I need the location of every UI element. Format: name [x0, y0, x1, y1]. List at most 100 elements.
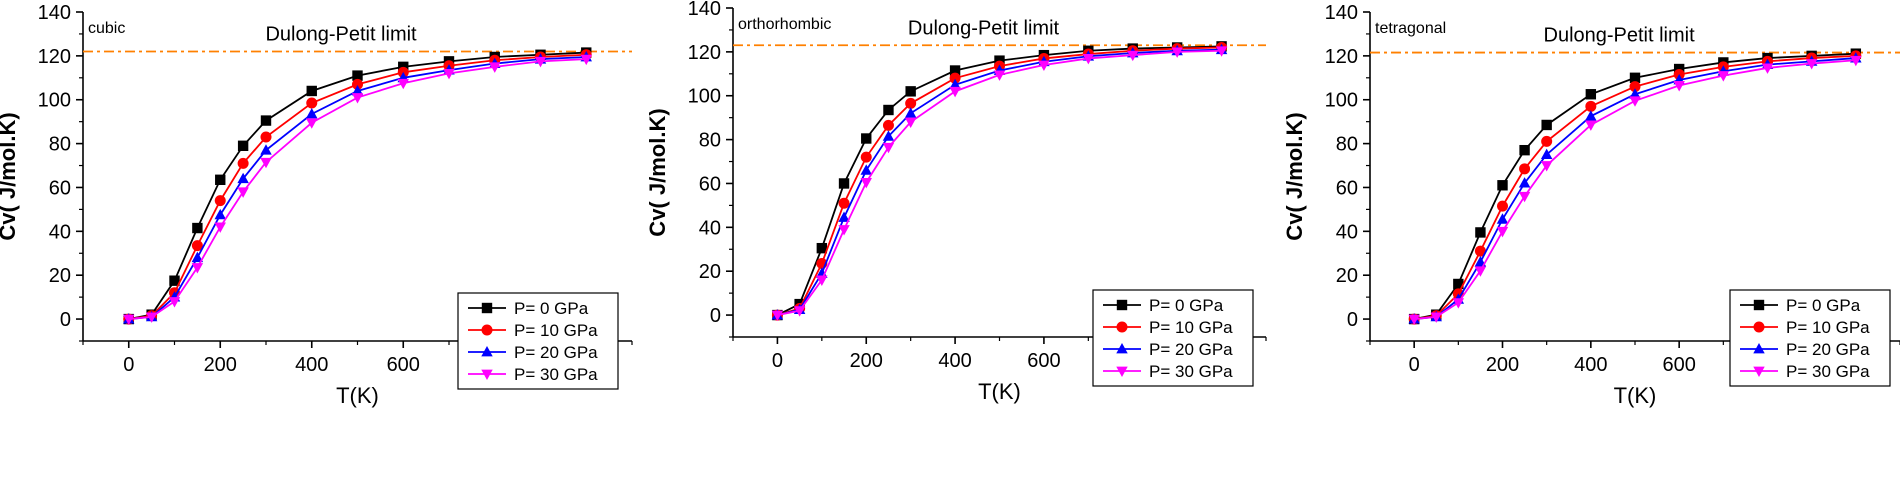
series-line	[777, 49, 1222, 316]
data-point	[949, 86, 961, 98]
y-tick-label: 120	[688, 42, 721, 64]
series-line	[128, 56, 587, 320]
series-line	[128, 53, 587, 320]
series-line	[777, 48, 1222, 316]
series-line	[1414, 57, 1856, 320]
dulong-petit-label: Dulong-Petit limit	[908, 17, 1060, 39]
legend-marker	[1116, 366, 1128, 377]
legend-label: P= 0 GPa	[1786, 296, 1861, 315]
data-point	[1452, 298, 1465, 309]
data-point	[306, 118, 318, 129]
y-tick-label: 60	[699, 173, 721, 195]
data-point	[1585, 110, 1597, 121]
data-point	[816, 275, 828, 286]
data-point	[351, 84, 364, 96]
y-tick-label: 100	[688, 86, 721, 108]
data-point	[882, 119, 894, 131]
y-tick-label: 100	[38, 90, 71, 112]
dulong-petit-label: Dulong-Petit limit	[1544, 25, 1696, 47]
y-axis-title: Cv( J/mol.K)	[1282, 112, 1307, 240]
data-point	[1629, 72, 1641, 83]
data-point	[949, 78, 961, 90]
chart-panel-orthorhombic: 02040608010012014002004006008001000T(K)C…	[645, 0, 1267, 404]
data-point	[883, 104, 894, 116]
data-point	[861, 133, 872, 144]
legend: P= 0 GPa P= 10 GPa P= 20 GPa P= 30 GPa	[457, 292, 619, 390]
series-line	[1414, 54, 1856, 320]
y-tick-label: 80	[1336, 134, 1358, 156]
data-point	[1127, 50, 1139, 62]
data-point	[352, 70, 363, 81]
series-P= 30 GPa	[1408, 55, 1862, 326]
data-point	[534, 56, 547, 68]
y-tick-label: 40	[49, 221, 71, 243]
series-P= 30 GPa	[123, 54, 592, 326]
data-point	[237, 157, 249, 169]
data-point	[580, 54, 592, 66]
data-point	[905, 97, 917, 109]
series-line	[1413, 52, 1856, 320]
data-point	[1171, 47, 1183, 58]
y-tick-label: 0	[1347, 309, 1358, 331]
legend-marker	[1753, 366, 1765, 377]
legend-label: P= 0 GPa	[1149, 296, 1224, 315]
series-P= 20 GPa	[123, 50, 592, 324]
data-point	[1629, 81, 1641, 93]
data-point	[1761, 63, 1774, 74]
x-tick-label: 0	[1409, 354, 1420, 376]
data-point	[192, 222, 203, 234]
series-line	[777, 46, 1222, 316]
series-P= 20 GPa	[1408, 52, 1862, 324]
data-point	[260, 157, 272, 169]
x-tick-label: 0	[772, 350, 783, 372]
data-point	[1453, 278, 1464, 290]
x-tick-label: 400	[1574, 354, 1607, 376]
dulong-petit-label: Dulong-Petit limit	[265, 23, 417, 45]
data-point	[1540, 148, 1553, 159]
data-point	[1519, 163, 1531, 175]
x-tick-label: 200	[850, 350, 883, 372]
y-tick-label: 120	[38, 46, 71, 68]
data-point	[1082, 54, 1095, 65]
x-tick-label: 600	[1662, 354, 1695, 376]
y-tick-label: 80	[699, 130, 721, 152]
panel-label: orthorhombic	[738, 16, 831, 33]
x-tick-label: 600	[387, 354, 420, 376]
data-point	[260, 131, 272, 143]
x-tick-label: 0	[123, 354, 134, 376]
legend-label: P= 10 GPa	[1786, 318, 1870, 337]
legend: P= 0 GPa P= 10 GPa P= 20 GPa P= 30 GPa	[1729, 289, 1891, 387]
panel-label: cubic	[88, 20, 125, 37]
data-point	[1497, 180, 1508, 191]
y-tick-label: 140	[1325, 2, 1358, 24]
data-point	[191, 263, 204, 274]
data-point	[1629, 96, 1641, 107]
legend-label: P= 20 GPa	[1149, 340, 1233, 359]
data-point	[145, 312, 158, 323]
legend-label: P= 10 GPa	[1149, 318, 1233, 337]
data-point	[260, 115, 272, 126]
data-point	[904, 117, 917, 129]
data-point	[260, 144, 272, 155]
x-axis-title: T(K)	[978, 379, 1021, 404]
data-point	[215, 174, 226, 185]
legend-marker	[1753, 321, 1765, 333]
y-tick-label: 140	[688, 0, 721, 20]
x-tick-label: 200	[204, 354, 237, 376]
legend-label: P= 30 GPa	[514, 365, 598, 384]
x-tick-label: 600	[1027, 350, 1060, 372]
data-point	[905, 86, 916, 97]
data-point	[397, 78, 409, 90]
legend-marker	[481, 346, 493, 357]
data-point	[1717, 71, 1730, 82]
data-point	[1496, 213, 1509, 224]
legend-marker	[1116, 321, 1128, 333]
data-point	[793, 306, 806, 317]
data-point	[1850, 55, 1862, 67]
data-point	[191, 251, 204, 263]
series-P= 30 GPa	[771, 46, 1228, 322]
data-point	[352, 78, 363, 90]
legend-label: P= 30 GPa	[1786, 362, 1870, 381]
series-line	[128, 58, 587, 320]
